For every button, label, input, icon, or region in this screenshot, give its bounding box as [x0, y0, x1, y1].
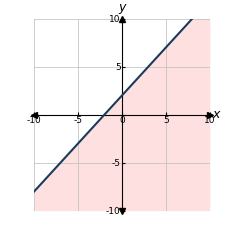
- Text: y: y: [118, 1, 125, 14]
- Text: x: x: [212, 108, 219, 121]
